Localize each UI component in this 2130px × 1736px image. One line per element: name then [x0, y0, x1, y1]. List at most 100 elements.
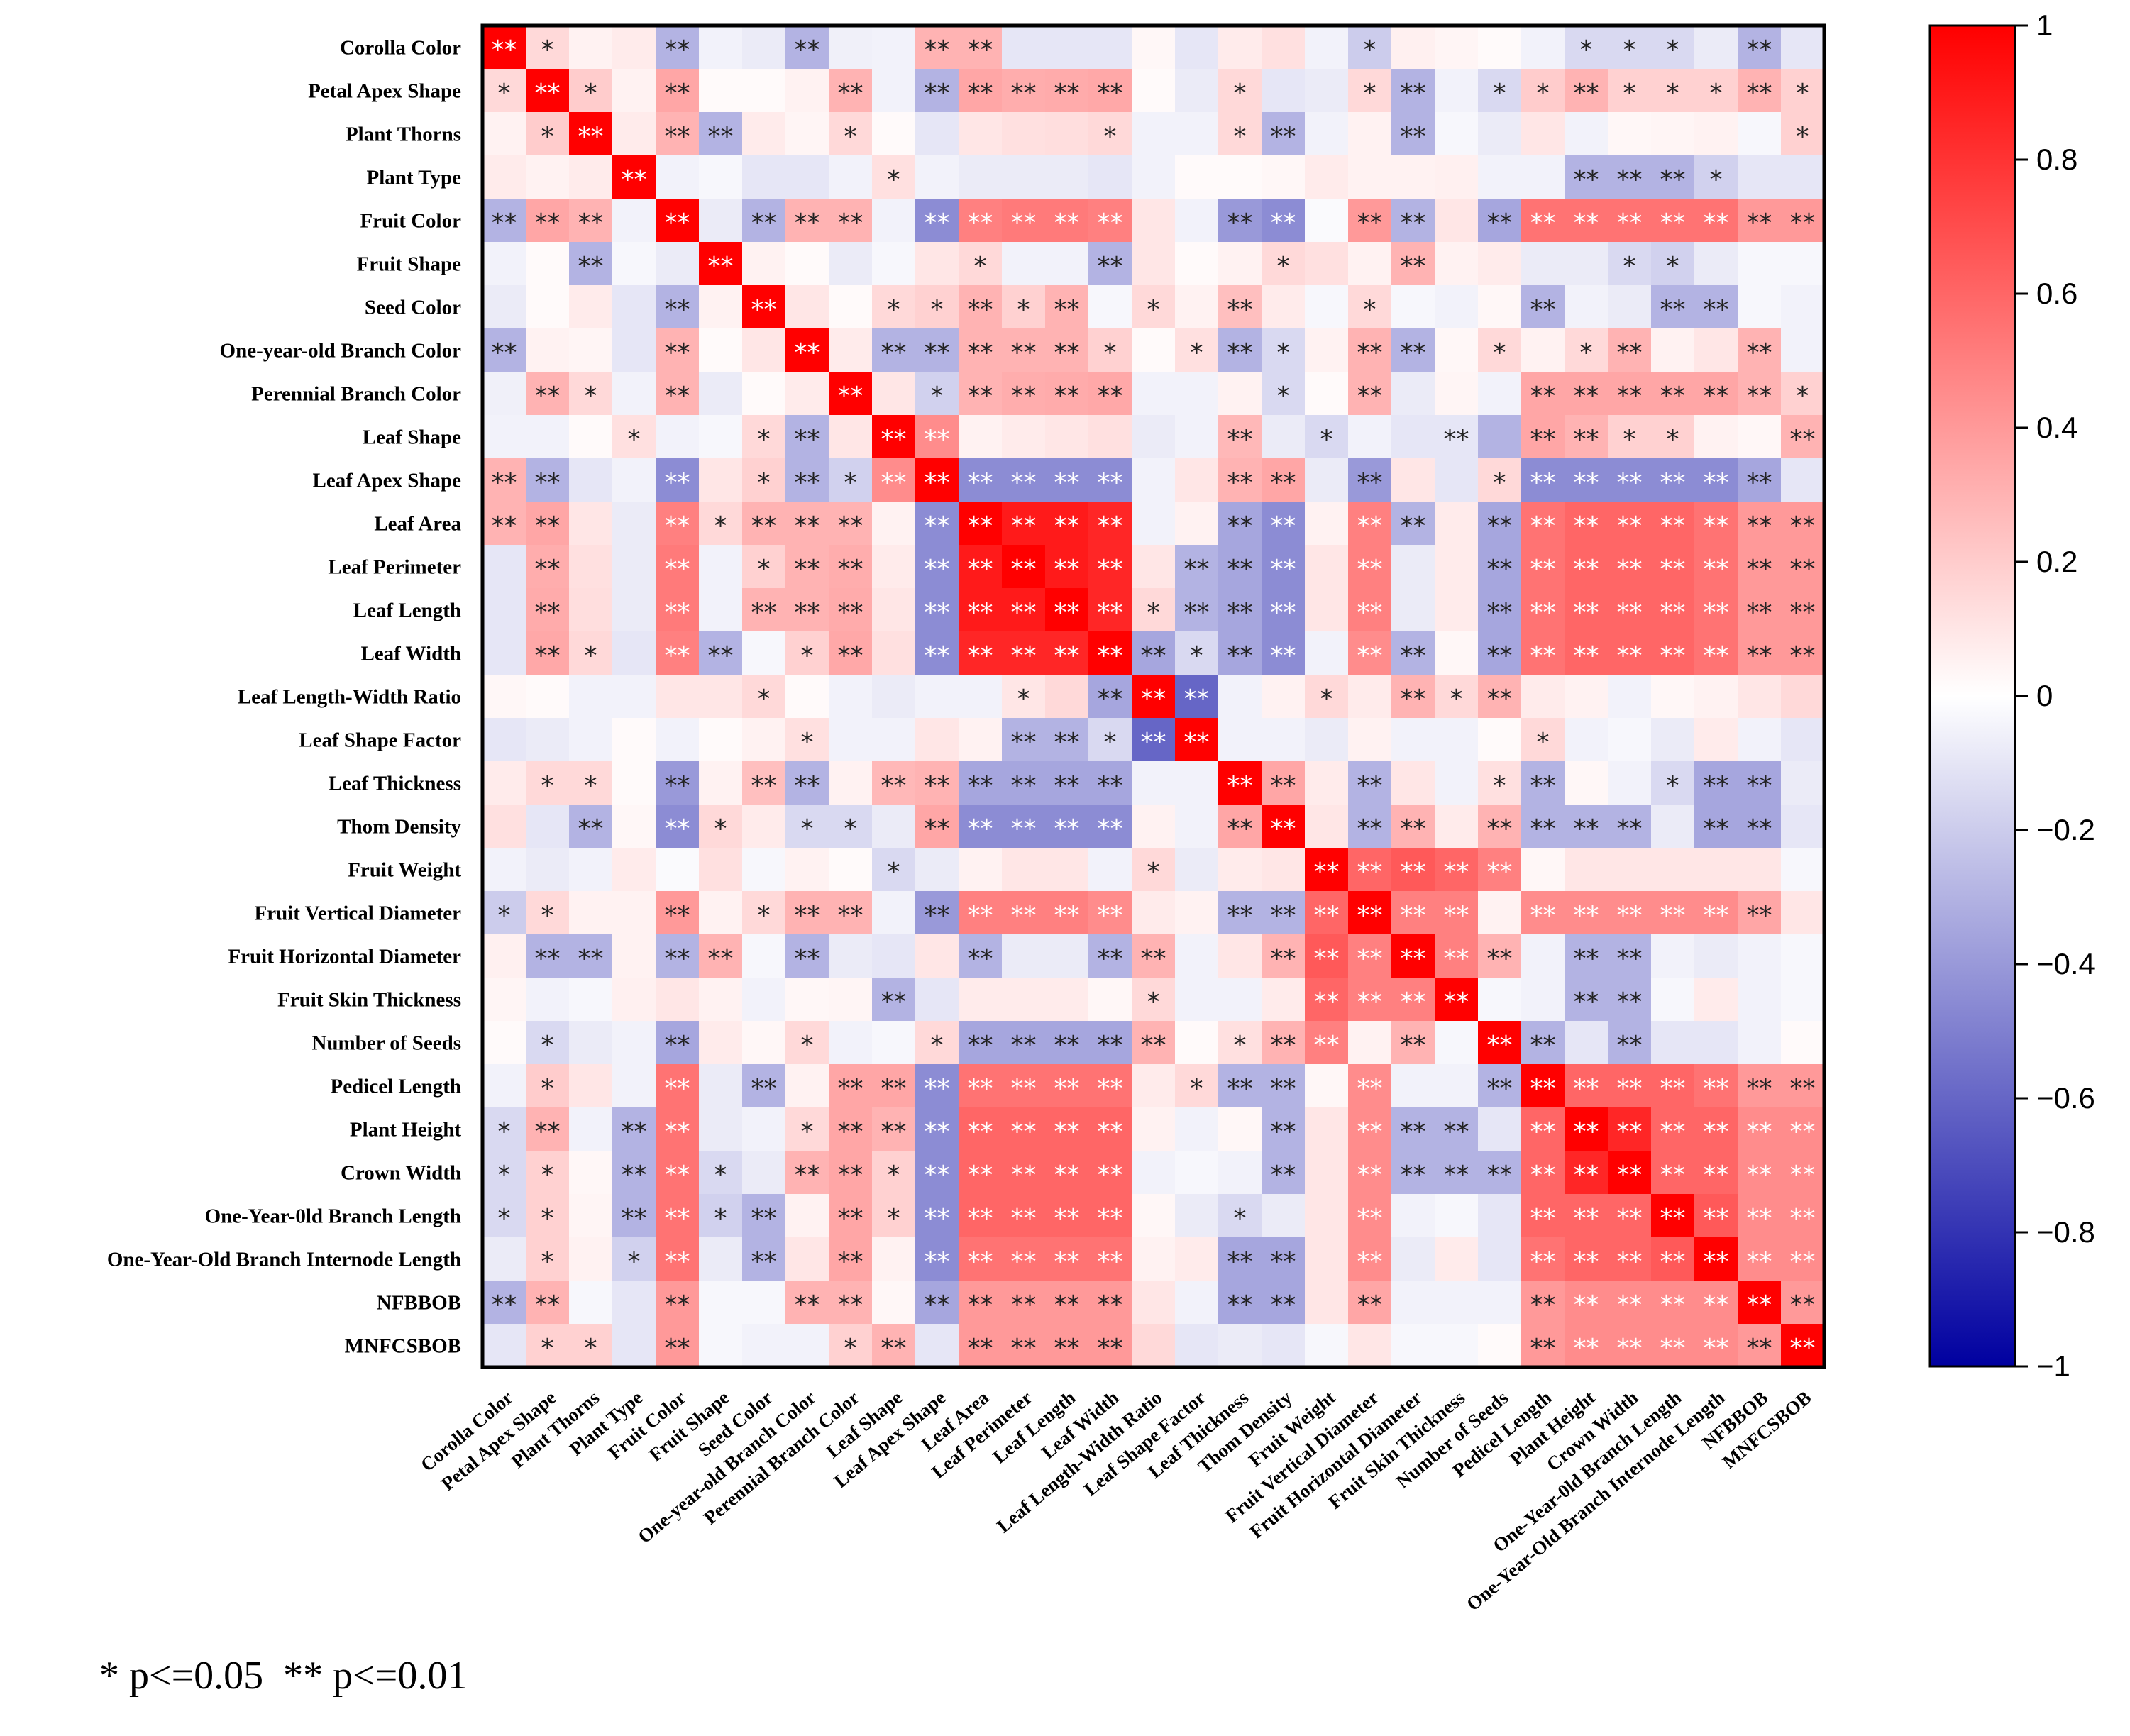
heatmap-cell-2-28	[1694, 112, 1738, 156]
significance-mark-9-17: **	[1227, 425, 1253, 454]
significance-mark-24-4: **	[665, 1074, 690, 1103]
heatmap-cell-15-11	[959, 675, 1003, 719]
significance-mark-14-23: **	[1487, 641, 1513, 670]
significance-mark-28-6: **	[751, 1247, 777, 1276]
heatmap-cell-17-3	[612, 761, 656, 805]
significance-mark-8-29: **	[1747, 382, 1772, 411]
significance-mark-4-1: **	[535, 209, 561, 238]
significance-mark-4-0: **	[492, 209, 517, 238]
significance-mark-10-13: **	[1054, 468, 1080, 497]
significance-mark-23-14: **	[1098, 1031, 1123, 1060]
significance-mark-1-30: *	[1797, 79, 1809, 108]
heatmap-cell-11-1	[526, 502, 570, 546]
heatmap-cell-7-3	[612, 328, 656, 372]
heatmap-cell-0-28	[1694, 26, 1738, 70]
heatmap-cell-4-29	[1738, 199, 1782, 243]
heatmap-cell-25-28	[1694, 1107, 1738, 1151]
colorbar-tick-label-4: 0.2	[2036, 545, 2077, 578]
significance-mark-2-4: **	[665, 122, 690, 151]
significance-mark-8-24: **	[1530, 382, 1556, 411]
heatmap-cell-22-7	[785, 978, 829, 1022]
heatmap-cell-11-24	[1521, 502, 1565, 546]
heatmap-cell-13-10	[915, 588, 959, 632]
significance-mark-9-3: *	[628, 425, 641, 454]
heatmap-cell-25-19	[1305, 1107, 1349, 1151]
heatmap-cell-2-20	[1348, 112, 1392, 156]
heatmap-cell-26-19	[1305, 1151, 1349, 1195]
row-label-25: Plant Height	[350, 1119, 461, 1141]
significance-mark-7-12: **	[1011, 338, 1037, 367]
heatmap-cell-28-1	[526, 1237, 570, 1281]
heatmap-cell-7-25	[1565, 328, 1608, 372]
significance-mark-28-30: **	[1790, 1247, 1816, 1276]
significance-mark-22-9: **	[881, 988, 907, 1017]
significance-mark-23-18: **	[1271, 1031, 1296, 1060]
heatmap-cell-17-29	[1738, 761, 1782, 805]
significance-mark-7-20: **	[1357, 338, 1383, 367]
heatmap-cell-9-16	[1175, 415, 1219, 459]
heatmap-cell-12-8	[829, 545, 873, 589]
heatmap-cell-0-11	[959, 26, 1003, 70]
heatmap-cell-0-16	[1175, 26, 1219, 70]
significance-mark-21-22: **	[1444, 944, 1469, 973]
heatmap-cell-28-26	[1608, 1237, 1652, 1281]
significance-mark-18-29: **	[1747, 814, 1772, 844]
heatmap-cell-3-17	[1218, 155, 1262, 199]
heatmap-cell-11-13	[1045, 502, 1089, 546]
heatmap-cell-25-24	[1521, 1107, 1565, 1151]
significance-mark-29-26: **	[1617, 1290, 1643, 1320]
heatmap-cell-25-7	[785, 1107, 829, 1151]
heatmap-cell-15-27	[1651, 675, 1695, 719]
significance-mark-30-26: **	[1617, 1334, 1643, 1363]
heatmap-cell-19-21	[1391, 848, 1435, 892]
significance-mark-3-28: *	[1710, 165, 1723, 194]
heatmap-cell-30-27	[1651, 1324, 1695, 1368]
significance-mark-25-9: **	[881, 1117, 907, 1146]
significance-mark-20-7: **	[795, 901, 820, 930]
heatmap-cell-19-1	[526, 848, 570, 892]
heatmap-cell-22-22	[1435, 978, 1479, 1022]
heatmap-cell-17-9	[872, 761, 916, 805]
significance-mark-29-1: **	[535, 1290, 561, 1320]
significance-mark-11-17: **	[1227, 512, 1253, 541]
heatmap-cell-25-9	[872, 1107, 916, 1151]
heatmap-cell-22-18	[1262, 978, 1306, 1022]
significance-mark-15-14: **	[1098, 685, 1123, 714]
heatmap-cell-27-1	[526, 1194, 570, 1238]
heatmap-cell-1-1	[526, 69, 570, 113]
heatmap-cell-24-3	[612, 1064, 656, 1108]
heatmap-cell-6-5	[699, 285, 743, 329]
heatmap-cell-12-5	[699, 545, 743, 589]
heatmap-cell-1-6	[742, 69, 786, 113]
heatmap-cell-7-28	[1694, 328, 1738, 372]
heatmap-cell-15-3	[612, 675, 656, 719]
heatmap-cell-3-25	[1565, 155, 1608, 199]
heatmap-cell-18-14	[1088, 805, 1132, 848]
significance-mark-2-21: **	[1401, 122, 1426, 151]
heatmap-cell-11-9	[872, 502, 916, 546]
heatmap-cell-1-30	[1781, 69, 1825, 113]
heatmap-cell-13-19	[1305, 588, 1349, 632]
heatmap-cell-29-22	[1435, 1281, 1479, 1325]
heatmap-cell-5-19	[1305, 242, 1349, 286]
heatmap-cell-28-8	[829, 1237, 873, 1281]
heatmap-cell-1-10	[915, 69, 959, 113]
heatmap-cell-10-23	[1478, 458, 1522, 502]
heatmap-cell-6-11	[959, 285, 1003, 329]
heatmap-cell-2-1	[526, 112, 570, 156]
heatmap-cell-19-19	[1305, 848, 1349, 892]
significance-mark-25-14: **	[1098, 1117, 1123, 1146]
heatmap-cell-27-5	[699, 1194, 743, 1238]
heatmap-cell-7-17	[1218, 328, 1262, 372]
heatmap-cell-0-18	[1262, 26, 1306, 70]
heatmap-cell-9-3	[612, 415, 656, 459]
heatmap-cell-3-5	[699, 155, 743, 199]
heatmap-cell-8-13	[1045, 372, 1089, 416]
significance-mark-22-15: *	[1147, 988, 1160, 1017]
heatmap-cell-14-5	[699, 631, 743, 675]
heatmap-cell-23-12	[1002, 1021, 1046, 1065]
heatmap-cell-27-10	[915, 1194, 959, 1238]
heatmap-cell-28-10	[915, 1237, 959, 1281]
heatmap-cell-21-10	[915, 934, 959, 978]
significance-mark-14-20: **	[1357, 641, 1383, 670]
